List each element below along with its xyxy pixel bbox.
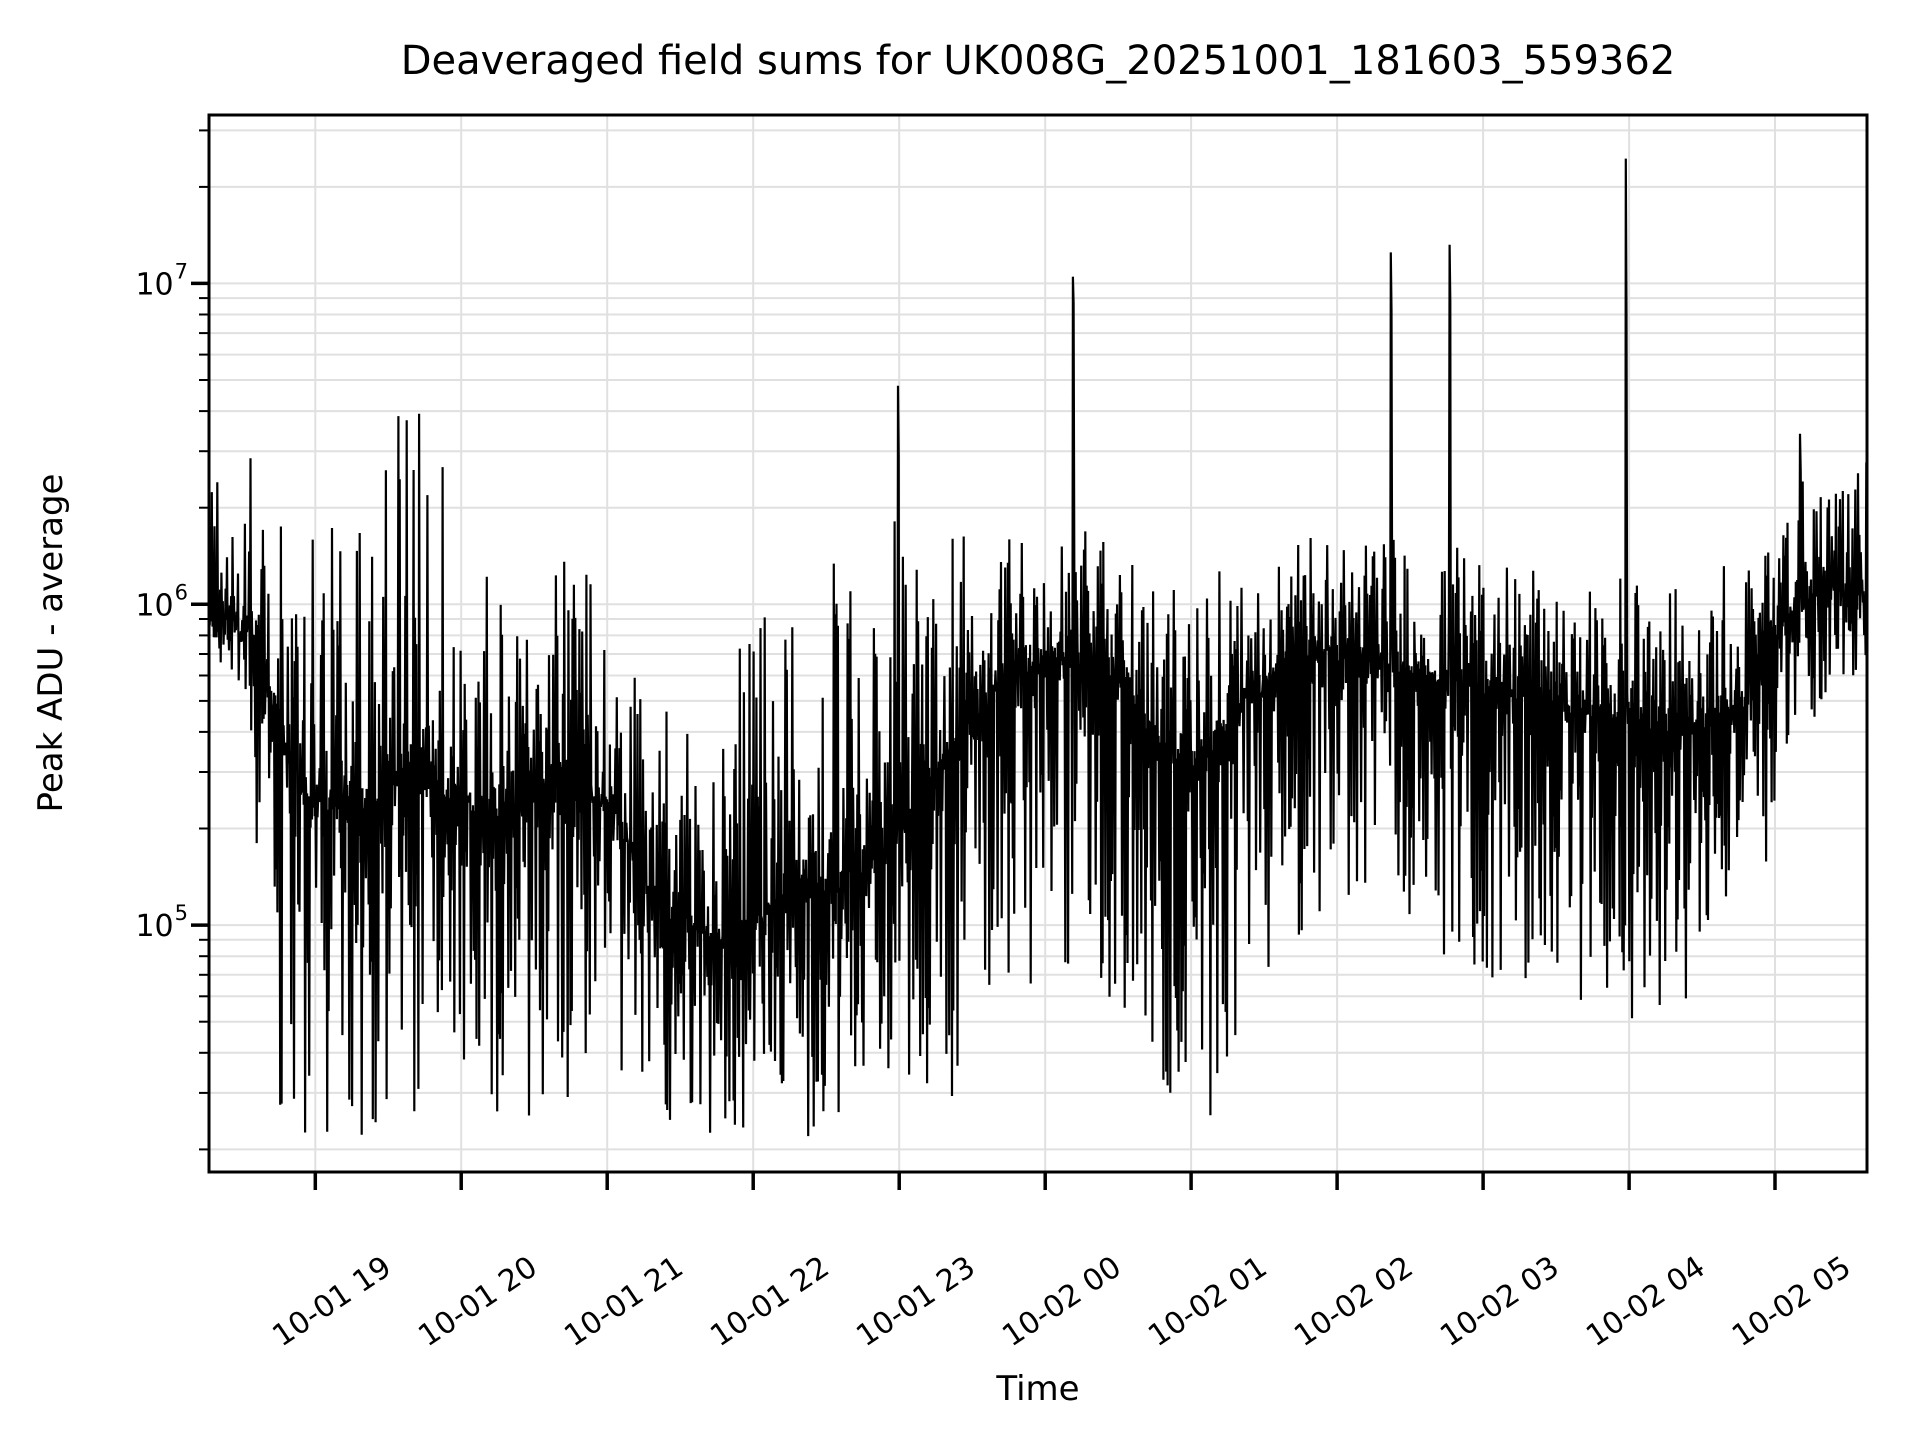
- x-tick-label: 10-02 02: [1288, 1250, 1419, 1354]
- y-tick-label: 105: [135, 901, 188, 944]
- x-tick-label: 10-01 22: [704, 1250, 835, 1354]
- y-axis-label: Peak ADU - average: [31, 474, 71, 813]
- x-tick-label: 10-02 01: [1142, 1250, 1273, 1354]
- x-tick-label: 10-01 19: [266, 1250, 397, 1354]
- x-tick-label: 10-02 03: [1434, 1250, 1565, 1354]
- x-tick-label: 10-01 21: [558, 1250, 689, 1354]
- chart-title: Deaveraged field sums for UK008G_2025100…: [401, 38, 1676, 84]
- axes-layer: [191, 113, 1869, 1190]
- x-axis-label: Time: [995, 1369, 1079, 1409]
- series-layer: [207, 158, 1869, 1137]
- y-tick-label: 106: [135, 580, 188, 623]
- x-tick-label: 10-02 05: [1726, 1250, 1857, 1354]
- y-tick-label: 107: [135, 259, 188, 302]
- x-tick-label: 10-02 04: [1580, 1250, 1711, 1354]
- plot-border: [207, 113, 1869, 1174]
- x-tick-label: 10-01 20: [412, 1250, 543, 1354]
- data-series-line: [207, 158, 1869, 1137]
- x-tick-label: 10-01 23: [850, 1250, 981, 1354]
- x-tick-label: 10-02 00: [996, 1250, 1127, 1354]
